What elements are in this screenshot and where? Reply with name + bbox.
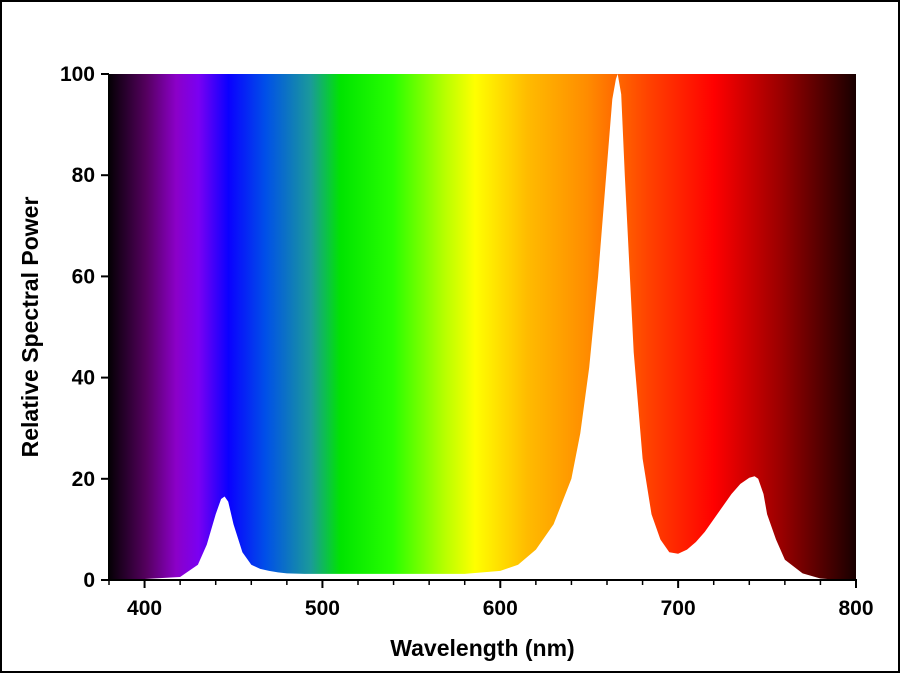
y-tick-label: 0 [83,569,95,592]
x-axis-title: Wavelength (nm) [390,635,574,661]
axes: 0 20 40 60 80 100 400 500 600 700 800 [60,63,874,620]
y-tick-label: 40 [72,367,95,390]
y-tick-label: 100 [60,63,95,86]
x-tick-label: 400 [127,597,162,620]
y-tick-label: 80 [72,164,95,187]
x-tick-label: 700 [661,597,696,620]
y-tick-label: 60 [72,265,95,288]
x-tick-label: 800 [838,597,873,620]
x-tick-label: 500 [305,597,340,620]
y-axis-title: Relative Spectral Power [17,197,43,458]
x-tick-label: 600 [483,597,518,620]
y-tick-label: 20 [72,468,95,491]
